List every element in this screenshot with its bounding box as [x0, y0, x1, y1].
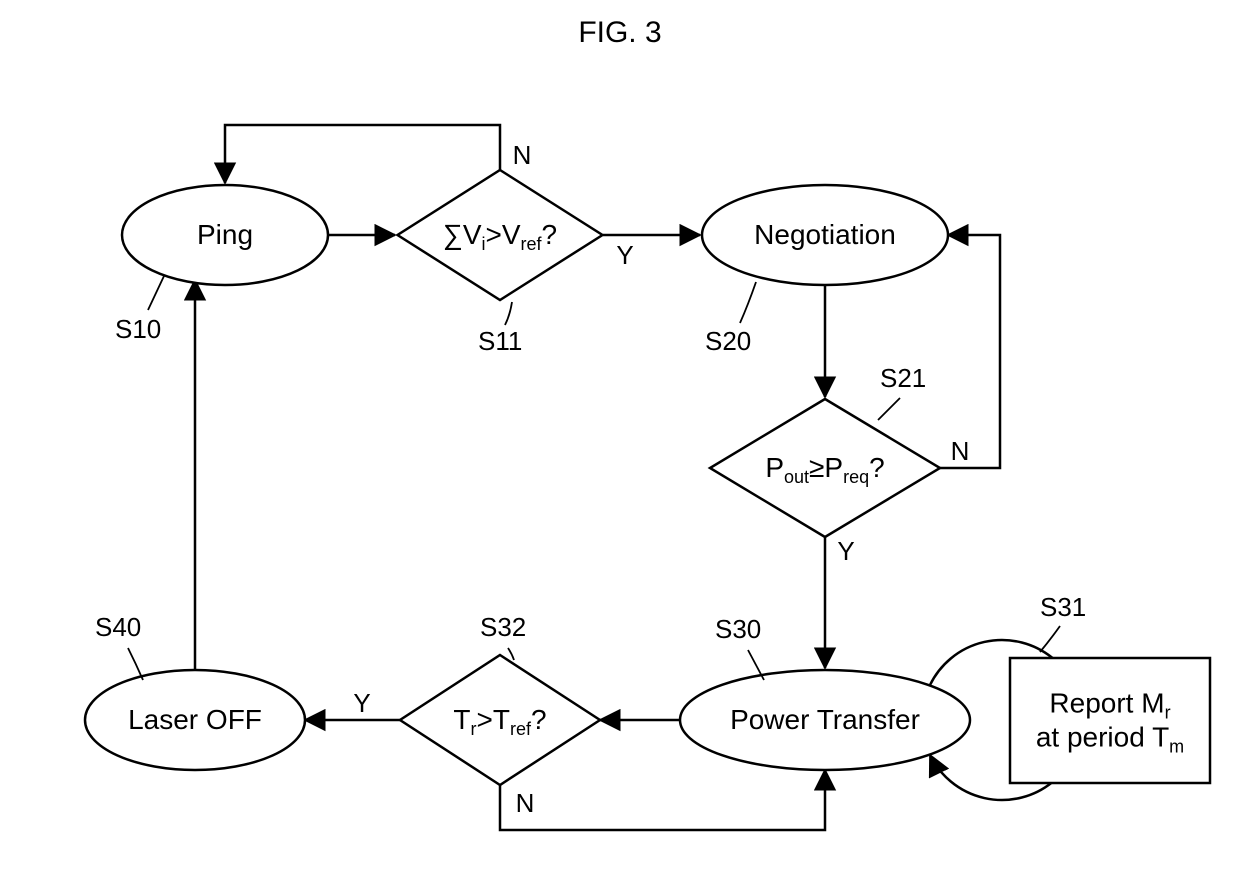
- node-label-s32: Tr>Tref?: [453, 704, 546, 739]
- node-label1-report: Report Mr: [1049, 688, 1170, 723]
- node-label-negotiation: Negotiation: [754, 219, 896, 250]
- ref-label-S32: S32: [480, 612, 526, 642]
- edge-label-s32-laser-Y: Y: [353, 688, 370, 718]
- ref-leader-S31: [1040, 626, 1060, 652]
- ref-label-S30: S30: [715, 614, 761, 644]
- ref-label-S10: S10: [115, 314, 161, 344]
- ref-leader-S21: [878, 398, 900, 420]
- ref-leader-S40: [128, 648, 143, 680]
- ref-label-S31: S31: [1040, 592, 1086, 622]
- ref-label-S20: S20: [705, 326, 751, 356]
- ref-label-S21: S21: [880, 363, 926, 393]
- edge-s11-ping-N: [225, 125, 500, 183]
- ref-leader-S20: [740, 282, 756, 323]
- ref-label-S11: S11: [478, 326, 522, 356]
- refs-layer: S10 S11 S20 S21 S30 S31 S32 S40: [95, 276, 1086, 680]
- edge-s32-power-N: [500, 770, 825, 830]
- edge-label-s11-ping-N: N: [513, 140, 532, 170]
- edge-label-s21-neg-N: N: [951, 436, 970, 466]
- edge-label-s11-neg-Y: Y: [616, 240, 633, 270]
- edge-label-s21-power-Y: Y: [837, 536, 854, 566]
- ref-leader-S11: [505, 302, 512, 325]
- node-report: [1010, 658, 1210, 783]
- node-label-laser_off: Laser OFF: [128, 704, 262, 735]
- ref-leader-S10: [148, 276, 164, 310]
- edge-s21-neg-N: [940, 235, 1000, 468]
- node-label-ping: Ping: [197, 219, 253, 250]
- ref-label-S40: S40: [95, 612, 141, 642]
- node-label2-report: at period Tm: [1036, 722, 1184, 757]
- nodes-layer: Ping∑Vi>Vref?NegotiationPout≥Preq?Power …: [85, 170, 1210, 785]
- ref-leader-S32: [508, 648, 514, 660]
- figure-title: FIG. 3: [578, 16, 661, 49]
- edge-label-s32-power-N: N: [516, 788, 535, 818]
- diagram-svg: N Y N Y N Y Ping∑Vi>Vref?NegotiationPout≥Preq…: [0, 0, 1240, 894]
- figure-canvas: N Y N Y N Y Ping∑Vi>Vref?NegotiationPout≥Preq…: [0, 0, 1240, 894]
- node-label-power: Power Transfer: [730, 704, 920, 735]
